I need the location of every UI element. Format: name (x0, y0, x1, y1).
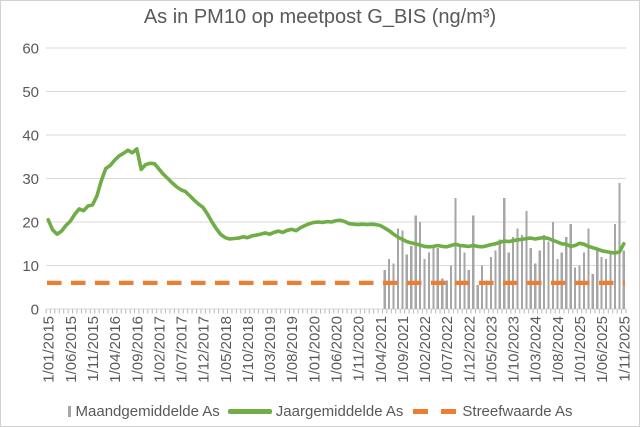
line-series-swatch-icon (227, 408, 272, 414)
bar-maandgemiddelde (587, 228, 590, 309)
bar-maandgemiddelde (525, 211, 528, 309)
x-tick-label: 1/11/2025 (616, 316, 633, 382)
bar-maandgemiddelde (582, 252, 586, 309)
bar-maandgemiddelde (560, 252, 563, 309)
bar-maandgemiddelde (472, 215, 475, 309)
bar-maandgemiddelde (569, 224, 572, 309)
x-tick-label: 1/09/2021 (395, 316, 412, 383)
x-tick-label: 1/11/2015 (85, 316, 102, 382)
x-tick-label: 1/12/2022 (461, 316, 478, 383)
x-tick-label: 1/08/2019 (284, 316, 301, 383)
y-tick-label: 60 (22, 41, 39, 58)
bar-maandgemiddelde (565, 237, 568, 309)
x-tick-label: 1/04/2016 (107, 316, 124, 383)
legend-label-maandgemiddelde: Maandgemiddelde As (75, 402, 220, 420)
y-tick-label: 10 (22, 258, 39, 275)
y-tick-label: 20 (22, 215, 39, 232)
bar-maandgemiddelde (450, 265, 453, 309)
x-tick-label: 1/11/2020 (351, 316, 368, 382)
bar-maandgemiddelde (383, 269, 386, 309)
bar-maandgemiddelde (516, 228, 519, 309)
x-tick-label: 1/01/2015 (41, 316, 58, 383)
x-tick-label: 1/09/2016 (129, 316, 146, 383)
bar-maandgemiddelde (454, 198, 457, 309)
legend-item-maandgemiddelde: Maandgemiddelde As (67, 402, 220, 420)
bar-maandgemiddelde (511, 237, 515, 309)
x-tick-label: 1/04/2021 (373, 316, 390, 383)
bar-maandgemiddelde (534, 263, 537, 309)
chart-title: As in PM10 op meetpost G_BIS (ng/m³) (143, 6, 497, 28)
x-tick-label: 1/07/2017 (174, 316, 191, 383)
x-tick-label: 1/01/2025 (572, 316, 589, 383)
x-tick-label: 1/06/2015 (63, 316, 80, 383)
bar-maandgemiddelde (414, 215, 417, 309)
bar-maandgemiddelde (401, 230, 404, 309)
bar-maandgemiddelde (596, 248, 599, 309)
x-tick-label: 1/02/2017 (151, 316, 168, 383)
bar-maandgemiddelde (436, 248, 439, 309)
bar-maandgemiddelde (441, 278, 444, 309)
bar-maandgemiddelde (467, 269, 470, 309)
legend-item-streefwaarde: Streefwaarde As (405, 403, 572, 420)
bar-maandgemiddelde (458, 243, 462, 309)
x-tick-label: 1/08/2024 (550, 316, 567, 383)
bar-maandgemiddelde (476, 285, 479, 309)
bar-maandgemiddelde (419, 222, 422, 309)
legend-label-jaargemiddelde: Jaargemiddelde As (275, 402, 404, 420)
x-tick-label: 1/03/2019 (262, 316, 279, 383)
bar-maandgemiddelde (529, 248, 532, 309)
bar-maandgemiddelde (494, 250, 497, 309)
bar-maandgemiddelde (542, 235, 546, 309)
x-tick-label: 1/10/2018 (240, 316, 257, 383)
bar-maandgemiddelde (618, 182, 621, 309)
bar-maandgemiddelde (392, 263, 395, 309)
y-tick-label: 30 (22, 171, 39, 188)
legend-label-streefwaarde: Streefwaarde As (462, 402, 573, 420)
bar-maandgemiddelde (432, 248, 435, 309)
bar-maandgemiddelde (423, 258, 426, 309)
x-tick-label: 1/07/2022 (439, 316, 456, 383)
bar-maandgemiddelde (410, 245, 413, 309)
bar-maandgemiddelde (591, 274, 594, 309)
dashed-line-swatch-icon (413, 408, 457, 414)
x-tick-label: 1/05/2023 (483, 316, 500, 383)
bar-maandgemiddelde (427, 252, 431, 309)
bar-maandgemiddelde (463, 252, 466, 309)
bar-maandgemiddelde (405, 254, 408, 309)
x-tick-label: 1/02/2022 (417, 316, 434, 383)
x-tick-label: 1/03/2024 (528, 316, 545, 383)
y-tick-label: 40 (22, 128, 39, 145)
bar-maandgemiddelde (485, 280, 488, 309)
bar-maandgemiddelde (481, 265, 484, 309)
legend-item-jaargemiddelde: Jaargemiddelde As (222, 402, 404, 420)
bar-maandgemiddelde (445, 280, 448, 309)
x-tick-label: 1/06/2025 (594, 316, 611, 383)
bar-maandgemiddelde (609, 252, 612, 309)
bar-maandgemiddelde (520, 235, 524, 309)
bar-maandgemiddelde (613, 224, 617, 309)
x-tick-label: 1/01/2020 (306, 316, 323, 383)
x-tick-label: 1/10/2023 (506, 316, 523, 383)
x-tick-label: 1/05/2018 (218, 316, 235, 383)
legend: Maandgemiddelde As Jaargemiddelde As Str… (1, 401, 639, 421)
bar-maandgemiddelde (498, 239, 501, 309)
bar-maandgemiddelde (547, 241, 550, 309)
y-tick-label: 0 (31, 302, 39, 319)
y-tick-label: 50 (22, 84, 39, 101)
bar-maandgemiddelde (507, 252, 510, 309)
bar-maandgemiddelde (622, 250, 625, 309)
x-tick-label: 1/06/2020 (329, 316, 346, 383)
bar-maandgemiddelde (578, 265, 581, 309)
bar-maandgemiddelde (573, 267, 577, 309)
bar-maandgemiddelde (538, 250, 541, 309)
bar-maandgemiddelde (503, 198, 506, 309)
line-jaargemiddelde (46, 147, 626, 255)
bar-maandgemiddelde (396, 228, 400, 309)
bar-maandgemiddelde (551, 222, 555, 309)
bar-series-swatch-icon (67, 405, 71, 417)
x-tick-label: 1/12/2017 (196, 316, 213, 383)
